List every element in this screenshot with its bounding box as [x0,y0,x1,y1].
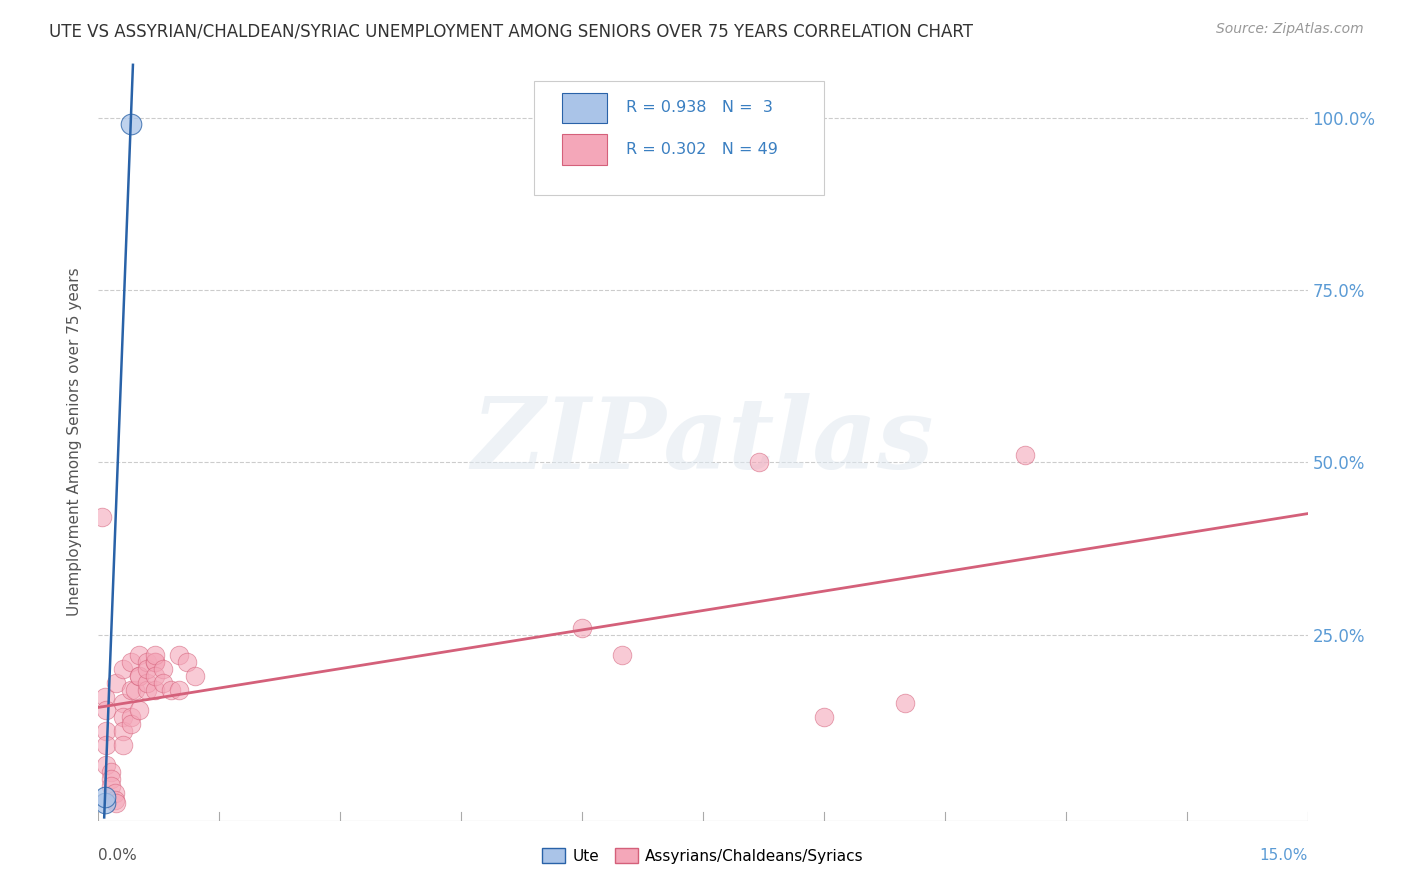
Point [105,797,128,811]
Text: R = 0.302   N = 49: R = 0.302 N = 49 [626,142,778,157]
FancyBboxPatch shape [561,93,607,123]
Point [120,717,142,731]
Point [111,662,134,676]
Point [135,675,157,690]
Point [96,724,118,739]
Point [94,789,117,804]
Point [176,655,198,669]
Point [100,765,122,780]
Point [143,648,166,663]
Point [120,118,142,132]
Point [143,669,166,683]
Point [167,682,190,697]
Point [135,655,157,669]
Point [152,675,174,690]
Point [143,655,166,669]
Point [105,675,128,690]
FancyBboxPatch shape [534,81,824,195]
Point [143,655,166,669]
Point [893,697,915,711]
Point [103,793,125,807]
Point [103,786,125,800]
Text: ZIPatlas: ZIPatlas [472,393,934,490]
Point [184,669,207,683]
Text: 15.0%: 15.0% [1260,848,1308,863]
Point [135,682,157,697]
Text: R = 0.938   N =  3: R = 0.938 N = 3 [626,101,772,115]
Point [143,682,166,697]
Point [135,662,157,676]
Legend: Ute, Assyrians/Chaldeans/Syriacs: Ute, Assyrians/Chaldeans/Syriacs [536,842,870,870]
Point [91,510,114,524]
Point [128,669,150,683]
Point [152,662,174,676]
Point [111,697,134,711]
Point [111,724,134,739]
Point [111,738,134,752]
Point [612,648,634,663]
Text: Source: ZipAtlas.com: Source: ZipAtlas.com [1216,22,1364,37]
Y-axis label: Unemployment Among Seniors over 75 years: Unemployment Among Seniors over 75 years [67,268,83,615]
Point [748,455,770,469]
Point [167,648,190,663]
Point [124,682,146,697]
Point [1014,448,1036,462]
FancyBboxPatch shape [561,135,607,165]
Point [120,682,142,697]
Point [100,772,122,787]
Point [813,710,835,724]
Point [120,710,142,724]
Point [94,690,117,704]
Point [100,779,122,793]
Point [94,797,117,811]
Point [111,710,134,724]
Point [96,758,118,772]
Point [571,621,593,635]
Point [128,703,150,717]
Point [128,669,150,683]
Text: UTE VS ASSYRIAN/CHALDEAN/SYRIAC UNEMPLOYMENT AMONG SENIORS OVER 75 YEARS CORRELA: UTE VS ASSYRIAN/CHALDEAN/SYRIAC UNEMPLOY… [49,22,973,40]
Text: 0.0%: 0.0% [98,848,138,863]
Point [120,655,142,669]
Point [96,738,118,752]
Point [96,703,118,717]
Point [160,682,183,697]
Point [128,648,150,663]
